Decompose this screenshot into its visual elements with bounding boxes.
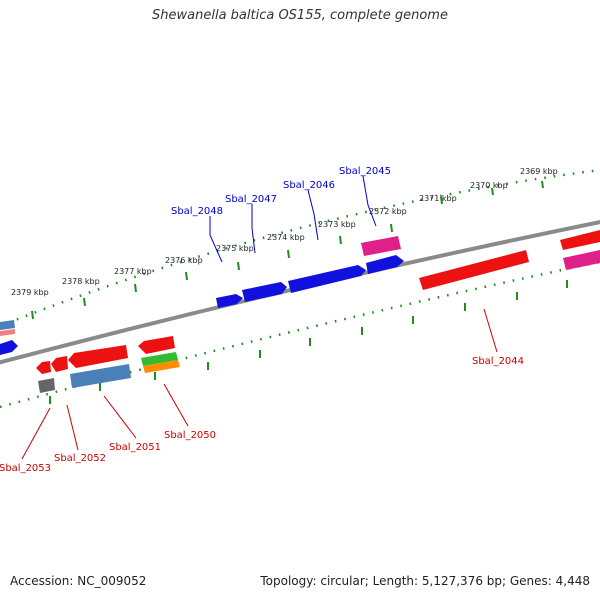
gene-label-sbal-2048[interactable]: Sbal_2048: [171, 206, 223, 217]
forward-gene-labels: Sbal_2045 Sbal_2046 Sbal_2047 Sbal_2048: [171, 166, 391, 217]
gene-gray-sbal-2053[interactable]: [38, 378, 55, 393]
gene-label-sbal-2053[interactable]: Sbal_2053: [0, 463, 51, 474]
forward-leader-lines: [209, 175, 377, 263]
major-tick: [339, 235, 342, 245]
forward-genes: [0, 230, 600, 355]
major-tick: [491, 187, 494, 196]
reverse-leader-lines: [21, 308, 498, 460]
leader-sbal-2052: [66, 404, 79, 451]
gene-orange-sbal-2050[interactable]: [143, 360, 180, 373]
gene-label-sbal-2046[interactable]: Sbal_2046: [283, 180, 335, 191]
gene-sbal-2047[interactable]: [242, 282, 287, 302]
tick-label: 2375 kbp: [216, 244, 254, 253]
major-tick: [134, 283, 137, 293]
tick-label: 2370 kbp: [470, 181, 508, 190]
gene-pink-right[interactable]: [563, 250, 600, 270]
inner-major-ticks: [49, 280, 568, 404]
gene-label-sbal-2044[interactable]: Sbal_2044: [472, 356, 524, 367]
gene-label-sbal-2052[interactable]: Sbal_2052: [54, 453, 106, 464]
gene-label-sbal-2047[interactable]: Sbal_2047: [225, 194, 277, 205]
tick-label: 2371 kbp: [419, 194, 457, 203]
gene-label-sbal-2051[interactable]: Sbal_2051: [109, 442, 161, 453]
outer-major-ticks: [31, 180, 544, 320]
tick-label: 2376 kbp: [165, 256, 203, 265]
major-tick: [83, 297, 86, 307]
leader-sbal-2047: [251, 204, 256, 254]
leader-sbal-2050: [163, 383, 189, 427]
gene-green-sbal-2050[interactable]: [141, 352, 178, 366]
tick-label: 2373 kbp: [318, 220, 356, 229]
gene-sbal-2048[interactable]: [216, 294, 243, 308]
tick-label: 2374 kbp: [267, 233, 305, 242]
leader-sbal-2053: [21, 407, 51, 460]
major-tick: [31, 310, 34, 320]
gene-blue-left[interactable]: [0, 340, 18, 355]
gene-sbal-2044[interactable]: [419, 250, 529, 290]
tick-label: 2369 kbp: [520, 167, 558, 176]
gene-steelblue-left[interactable]: [0, 320, 15, 330]
tick-label: 2372 kbp: [369, 207, 407, 216]
major-tick: [541, 180, 544, 189]
outer-tick-ring: [0, 168, 600, 328]
tick-label: 2377 kbp: [114, 267, 152, 276]
gene-red-sbal-2051[interactable]: [68, 345, 128, 368]
gene-red-2050-upper[interactable]: [138, 336, 175, 354]
major-tick: [185, 271, 188, 281]
gene-red-sbal-2053[interactable]: [36, 361, 51, 374]
reverse-gene-labels: Sbal_2044 Sbal_2050 Sbal_2051 Sbal_2052 …: [0, 356, 524, 474]
tick-labels: 2369 kbp 2370 kbp 2371 kbp 2372 kbp 2373…: [11, 167, 558, 297]
major-tick: [390, 223, 393, 233]
gene-red-right-top[interactable]: [560, 230, 600, 250]
leader-sbal-2051: [103, 395, 137, 439]
gene-sbal-2046[interactable]: [288, 265, 366, 293]
tick-label: 2378 kbp: [62, 277, 100, 286]
gene-sbal-2045[interactable]: [366, 255, 404, 274]
genome-summary-text: Topology: circular; Length: 5,127,376 bp…: [260, 574, 590, 588]
leader-sbal-2045: [362, 175, 377, 227]
map-title: Shewanella baltica OS155, complete genom…: [152, 8, 448, 23]
gene-pink-left[interactable]: [0, 329, 15, 336]
major-tick: [287, 249, 290, 259]
leader-sbal-2044: [483, 308, 498, 353]
gene-pink-forward[interactable]: [361, 236, 401, 256]
accession-text: Accession: NC_009052: [10, 574, 147, 588]
gene-steelblue-sbal-2051[interactable]: [70, 364, 131, 388]
leader-sbal-2048: [209, 216, 223, 263]
major-tick: [237, 261, 240, 271]
tick-label: 2379 kbp: [11, 288, 49, 297]
reverse-genes: [36, 250, 600, 393]
major-tick: [440, 196, 443, 205]
gene-label-sbal-2045[interactable]: Sbal_2045: [339, 166, 391, 177]
leader-sbal-2046: [307, 189, 319, 241]
gene-label-sbal-2050[interactable]: Sbal_2050: [164, 430, 216, 441]
gene-sbal-2052[interactable]: [51, 356, 68, 372]
